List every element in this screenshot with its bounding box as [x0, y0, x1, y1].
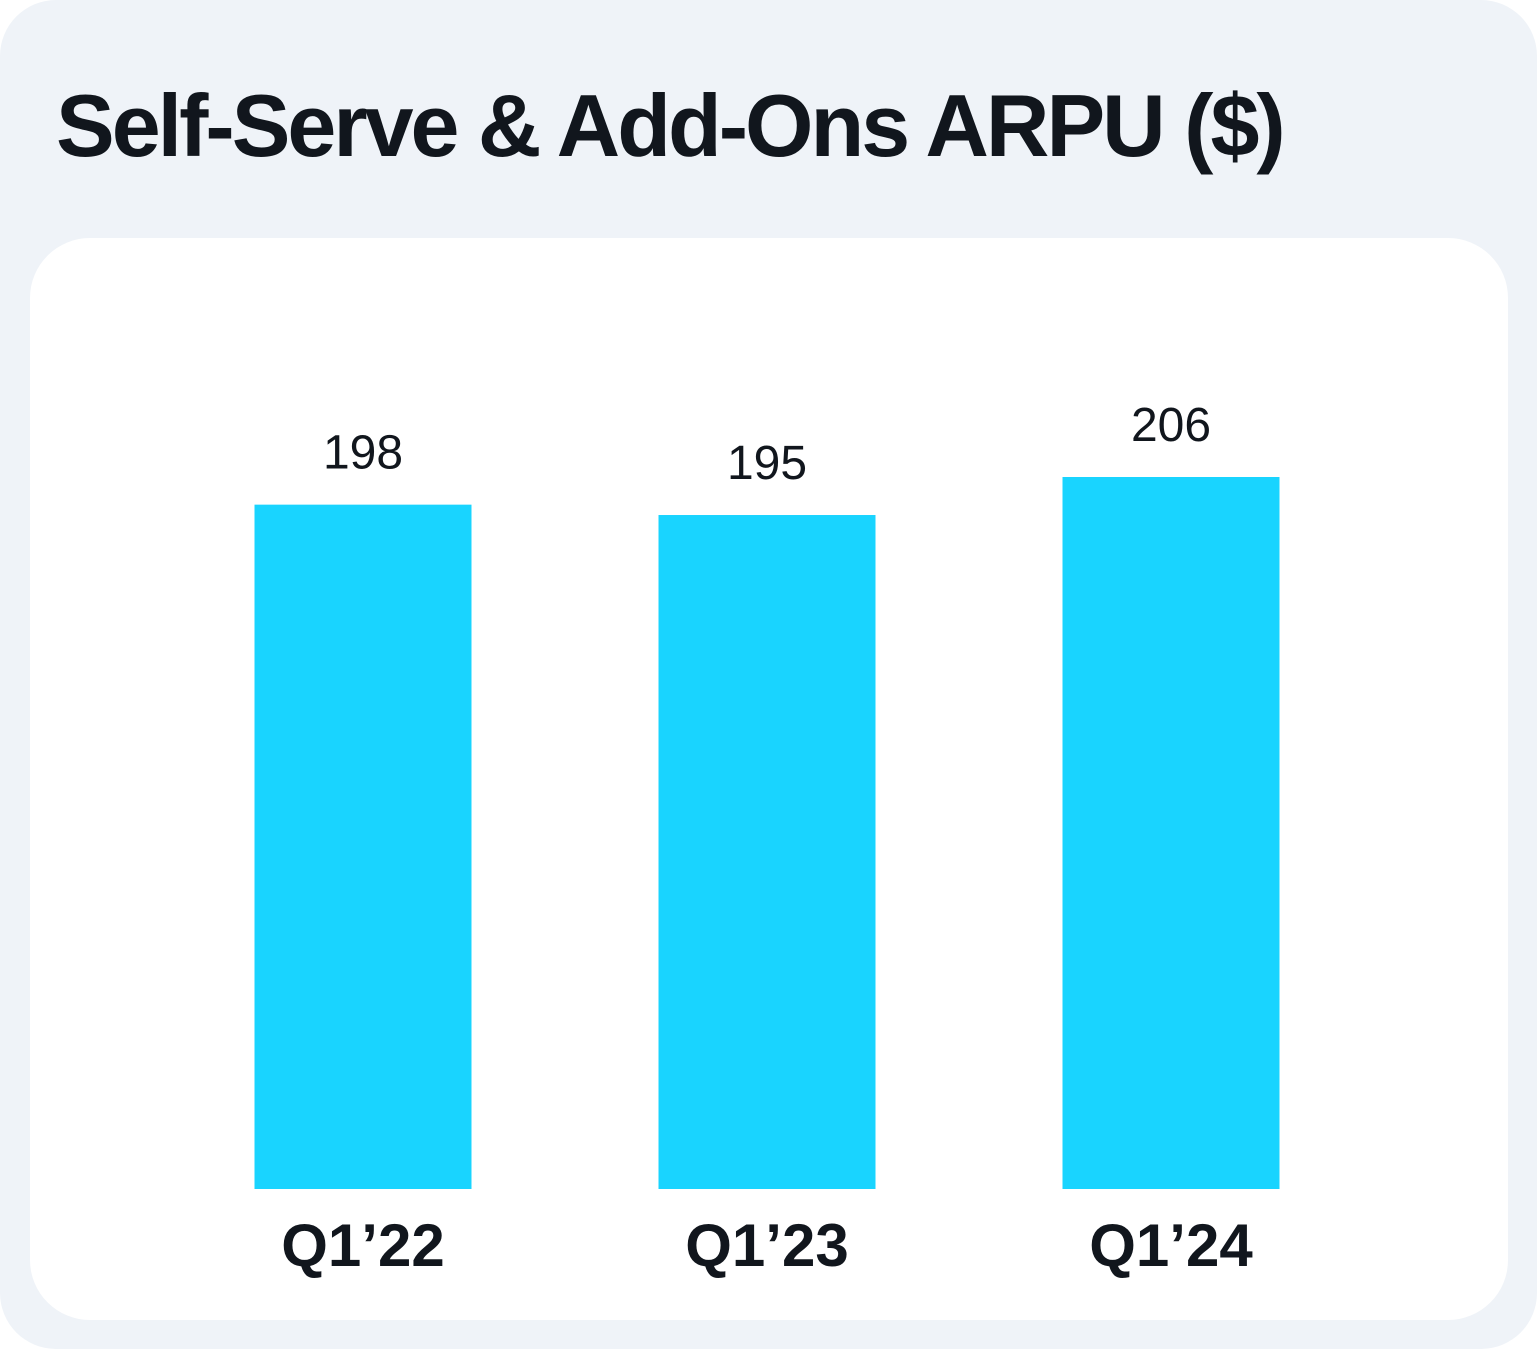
bar-chart: 198 Q1’22 195 Q1’23 206 Q1’24 [254, 399, 1280, 1279]
bar-0 [254, 504, 472, 1189]
value-label-1: 195 [727, 437, 807, 490]
bar-1 [658, 515, 876, 1189]
value-label-2: 206 [1131, 399, 1211, 452]
category-label-0: Q1’22 [281, 1212, 444, 1279]
chart-panel: 198 Q1’22 195 Q1’23 206 Q1’24 [30, 238, 1508, 1320]
category-label-2: Q1’24 [1089, 1212, 1253, 1279]
category-label-1: Q1’23 [685, 1212, 848, 1279]
value-label-0: 198 [323, 427, 403, 480]
bar-2 [1062, 477, 1280, 1189]
chart-title: Self-Serve & Add-Ons ARPU ($) [56, 76, 1286, 175]
